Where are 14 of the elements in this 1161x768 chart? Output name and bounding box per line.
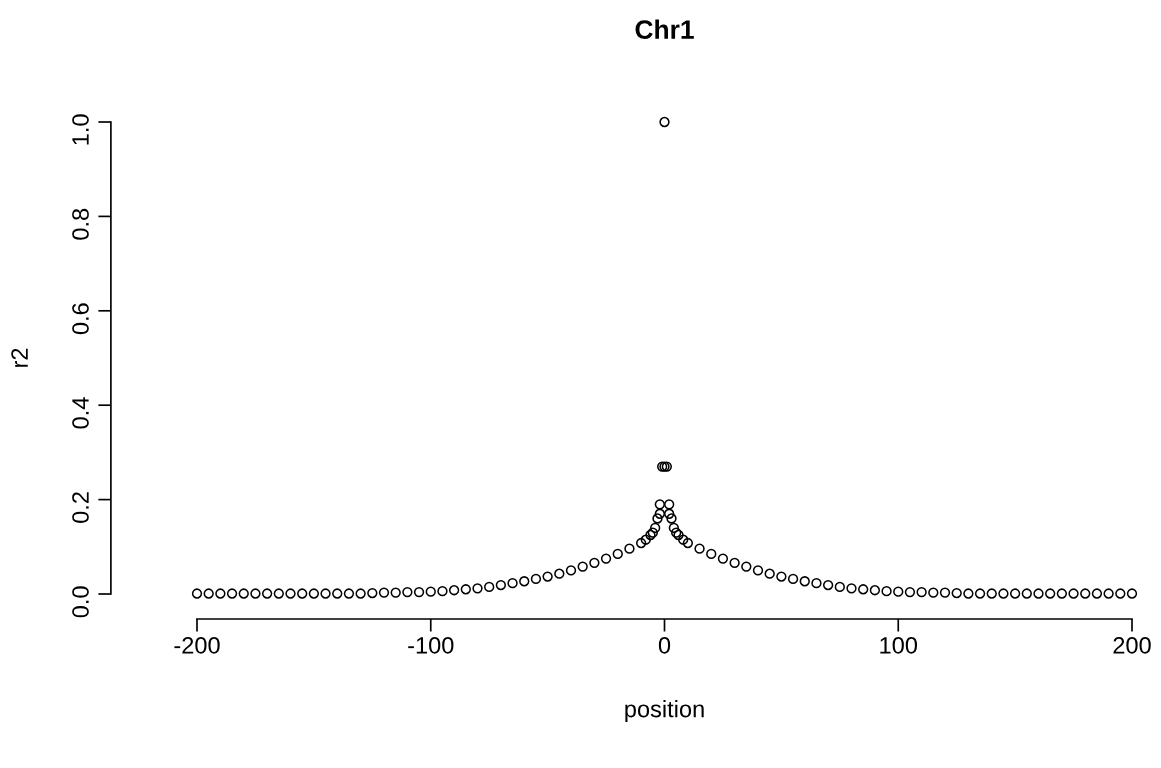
x-tick-label: -200 (174, 636, 220, 654)
y-tick-label: 0.2 (72, 492, 89, 523)
y-tick-label: 0.4 (72, 397, 89, 429)
chart-title: Chr1 (635, 19, 694, 39)
y-axis-title: r2 (11, 348, 28, 367)
x-axis-title: position (625, 700, 704, 723)
x-tick-label: 0 (658, 636, 671, 654)
y-tick-label: 0.6 (72, 303, 89, 335)
x-tick-label: 200 (1113, 636, 1151, 654)
y-tick-label: 0.8 (72, 208, 89, 240)
y-tick-label: 0.0 (72, 586, 89, 618)
y-tick-label: 1.0 (72, 114, 89, 145)
x-tick-label: -100 (408, 636, 454, 654)
x-tick-label: 100 (880, 636, 918, 654)
